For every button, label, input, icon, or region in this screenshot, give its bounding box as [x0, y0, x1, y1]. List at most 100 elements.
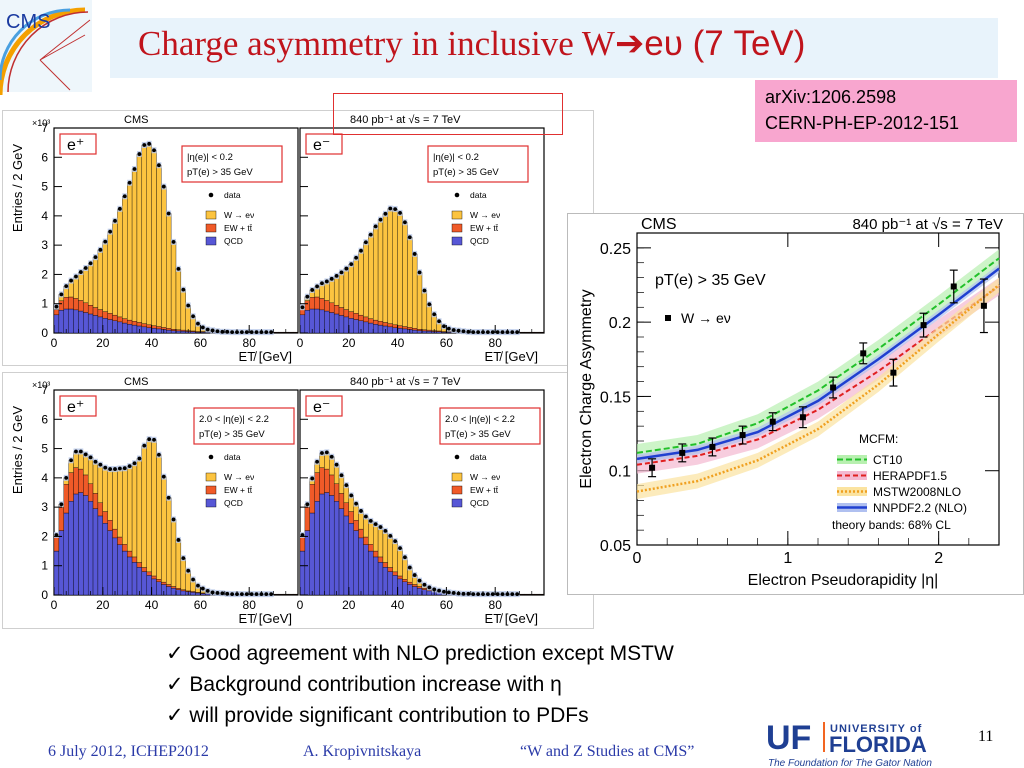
- histogram-bar: [421, 330, 428, 334]
- data-marker: [225, 329, 230, 334]
- histogram-bar: [83, 312, 89, 334]
- footer-author: A. Kropivnitskaya: [303, 743, 422, 760]
- histogram-bar: [333, 275, 340, 306]
- histogram-bar: [319, 298, 325, 311]
- histogram-bar: [161, 186, 167, 328]
- data-marker: [442, 589, 446, 594]
- data-marker: [920, 322, 927, 329]
- histogram-bar: [421, 290, 428, 330]
- data-marker: [88, 261, 93, 266]
- y-tick-label: 3: [41, 500, 48, 514]
- histogram-bar: [426, 329, 432, 332]
- data-marker: [432, 587, 437, 592]
- theory-legend: MCFM: CT10 HERAPDF1.5 MSTW2008NLO NNPDF2.2 (…: [832, 432, 967, 532]
- histogram-bar: [107, 520, 113, 531]
- histogram-bar: [102, 241, 108, 312]
- histogram-bar: [146, 439, 152, 573]
- histogram-bar: [343, 268, 349, 310]
- histogram-bar: [170, 588, 177, 596]
- theory-line: [636, 267, 1000, 461]
- data-marker: [510, 592, 515, 597]
- legend-label: EW + tt̄: [470, 485, 499, 495]
- histogram-bar: [392, 571, 398, 576]
- histogram-bar: [314, 472, 320, 502]
- histogram-bar: [146, 575, 152, 596]
- histogram-bar: [358, 528, 364, 539]
- data-marker: [176, 266, 181, 271]
- histogram-bar: [348, 511, 354, 524]
- histogram-bar: [112, 528, 118, 539]
- legend-data-marker: [208, 454, 214, 460]
- y-tick-label: 1: [41, 559, 48, 573]
- data-marker: [215, 329, 220, 334]
- histogram-bar: [343, 309, 349, 318]
- histogram-bar: [92, 315, 99, 334]
- uf-logo-uf: UF: [766, 719, 811, 757]
- data-marker: [359, 248, 363, 253]
- data-marker: [127, 180, 132, 185]
- histogram-bar: [392, 208, 398, 325]
- data-marker: [344, 266, 349, 271]
- legend-swatch: [451, 498, 463, 508]
- data-marker: [59, 502, 64, 507]
- data-marker: [412, 573, 417, 577]
- uf-logo-florida: FLORIDA: [829, 732, 927, 757]
- charge-label: e⁻: [313, 399, 330, 416]
- data-marker: [186, 303, 191, 308]
- histogram-bar: [107, 319, 113, 334]
- histogram-bar: [387, 326, 393, 334]
- data-marker: [403, 555, 407, 560]
- histogram-bar: [92, 307, 99, 316]
- histogram-bar: [127, 550, 133, 558]
- legend-swatch: [205, 236, 217, 246]
- histogram-bar: [156, 579, 162, 582]
- histogram-bar: [146, 571, 152, 576]
- data-marker: [339, 473, 344, 478]
- histogram-bar: [146, 143, 152, 325]
- x-tick-label: 1: [783, 550, 792, 567]
- cut-eta: |η(e)| < 0.2: [433, 152, 479, 163]
- data-marker: [171, 517, 176, 522]
- legend-swatch: [205, 210, 217, 220]
- data-marker: [378, 525, 383, 529]
- histogram-bar: [338, 272, 345, 308]
- histogram-bar: [348, 523, 354, 596]
- legend-data-marker: [454, 454, 460, 460]
- data-marker: [200, 586, 205, 591]
- asym-top-left: CMS: [641, 216, 677, 233]
- legend-label: data: [470, 190, 487, 200]
- histogram-bar: [397, 212, 403, 326]
- histogram-bar: [92, 256, 99, 308]
- data-marker: [244, 330, 249, 335]
- data-marker: [152, 437, 156, 442]
- x-tick-label: 2: [934, 550, 943, 567]
- histogram-bar: [107, 313, 113, 320]
- theory-band: [637, 249, 999, 462]
- histogram-bar: [112, 468, 118, 530]
- data-marker: [398, 211, 402, 215]
- histogram-bar: [87, 483, 94, 502]
- slide-title: Charge asymmetry in inclusive W➔eυ (7 Te…: [138, 24, 805, 64]
- histogram-bar: [68, 501, 74, 596]
- histogram-bar: [319, 309, 325, 334]
- histogram-bar: [156, 328, 162, 334]
- histogram-bar: [78, 492, 84, 596]
- data-marker: [300, 533, 305, 537]
- data-marker: [495, 592, 500, 597]
- histogram-bar: [156, 454, 162, 580]
- histogram-bar: [363, 516, 369, 538]
- histogram-bar: [416, 272, 423, 330]
- histogram-bar: [117, 468, 123, 538]
- data-marker: [344, 483, 349, 488]
- histogram-bar: [78, 310, 84, 334]
- histogram-bar: [83, 454, 89, 476]
- histogram-bar: [102, 311, 108, 319]
- histogram-bar: [314, 308, 320, 334]
- histogram-bar: [377, 321, 384, 326]
- arrow-icon: ➔: [614, 24, 645, 63]
- data-marker: [417, 270, 422, 275]
- histogram-bar: [387, 571, 393, 596]
- histogram-bar: [151, 575, 157, 580]
- histogram-bar: [180, 331, 186, 334]
- histogram-bar: [416, 330, 423, 334]
